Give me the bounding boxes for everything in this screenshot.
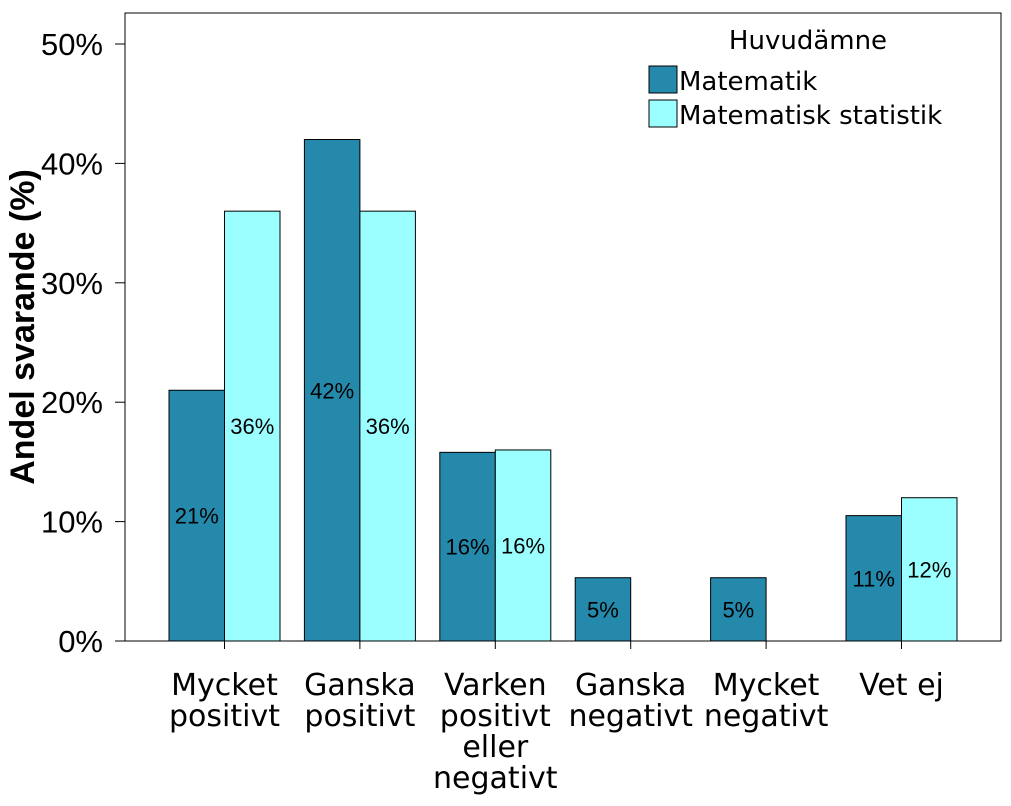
y-tick-label: 0% — [58, 624, 103, 659]
y-tick-label: 20% — [41, 385, 103, 420]
data-label: 5% — [587, 597, 619, 622]
x-tick-label-line: Mycket — [713, 668, 820, 703]
x-tick-label-line: negativt — [704, 699, 829, 734]
bar-matematik — [574, 577, 632, 642]
bar-matematik — [710, 577, 767, 642]
data-label: 11% — [853, 566, 895, 591]
x-tick-label-line: positivt — [440, 699, 551, 734]
y-axis-label: Andel svarande (%) — [4, 169, 42, 485]
x-tick-label: Mycket positivt — [169, 668, 280, 734]
y-tick-label: 10% — [41, 505, 103, 540]
data-label: 16% — [501, 533, 545, 558]
x-tick-label-line: Mycket — [171, 668, 278, 703]
x-tick-label-line: positivt — [304, 699, 415, 734]
x-tick-label-line: eller — [462, 730, 529, 765]
x-tick-label-line: negativt — [433, 761, 558, 796]
data-label: 16% — [446, 535, 490, 560]
legend: Huvudämne Matematik Matematisk statistik — [648, 26, 942, 131]
x-tick-label-line: positivt — [169, 699, 280, 734]
legend-entry: Matematik — [679, 67, 817, 97]
x-tick-label-line: Ganska — [575, 668, 687, 703]
legend-title: Huvudämne — [729, 26, 887, 56]
bar-matematisk-statistik — [494, 449, 552, 642]
bar-matematisk-statistik — [359, 210, 416, 642]
legend-entry: Matematisk statistik — [679, 101, 942, 131]
y-axis: 0% 10% 20% 30% 40% 50% — [41, 27, 125, 659]
bars — [168, 139, 958, 642]
data-label: 12% — [907, 557, 951, 582]
x-tick-label-line: Varken — [444, 668, 547, 703]
data-labels: 21% 36% 42% 36% 16% 16% 5% 5% 11% 12% — [175, 378, 952, 622]
x-tick-label: Ganska negativt — [568, 668, 693, 734]
data-label: 5% — [722, 597, 754, 622]
x-tick-label-line: Ganska — [304, 668, 416, 703]
data-label: 36% — [366, 414, 410, 439]
x-tick-label-line: negativt — [568, 699, 693, 734]
legend-swatch — [648, 99, 678, 128]
bar-matematik — [303, 139, 361, 642]
x-tick-label-line: Vet ej — [859, 668, 944, 703]
x-tick-label: Mycket negativt — [704, 668, 829, 734]
bar-matematik — [845, 515, 902, 642]
y-tick-label: 30% — [41, 266, 103, 301]
data-label: 21% — [175, 504, 219, 529]
x-tick-label: Varken positivt eller negativt — [433, 668, 558, 796]
legend-swatch — [648, 65, 678, 94]
bar-matematisk-statistik — [901, 497, 958, 642]
bar-matematisk-statistik — [224, 210, 281, 642]
y-tick-label: 40% — [41, 146, 103, 181]
data-label: 42% — [310, 378, 354, 403]
bar-matematik — [439, 451, 496, 642]
y-tick-label: 50% — [41, 27, 103, 62]
x-tick-label: Ganska positivt — [304, 668, 416, 734]
data-label: 36% — [230, 414, 274, 439]
x-tick-label: Vet ej — [859, 668, 944, 703]
